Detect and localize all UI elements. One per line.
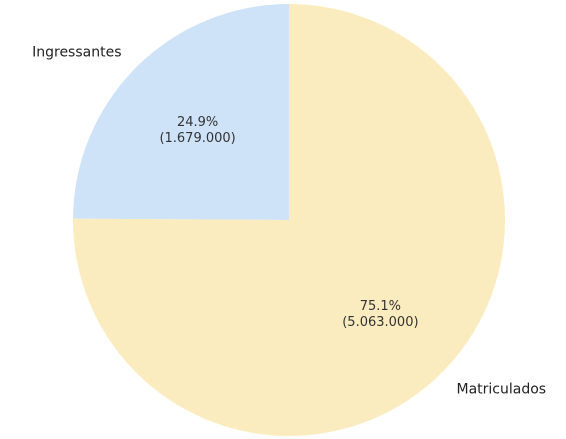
pie-slice-ingressantes	[73, 4, 289, 220]
slice-category-label: Ingressantes	[32, 45, 121, 61]
slice-value-label: (5.063.000)	[342, 315, 418, 330]
slice-value-label: (1.679.000)	[159, 131, 235, 146]
pie-slices	[72, 4, 505, 436]
slice-percent-label: 75.1%	[360, 299, 401, 314]
pie-labels: 24.9%(1.679.000) Ingressantes 75.1%(5.063.…	[32, 45, 546, 398]
slice-percent-label: 24.9%	[177, 115, 218, 130]
pie-slice-matriculados	[72, 4, 505, 436]
slice-category-label: Matriculados	[457, 382, 547, 398]
